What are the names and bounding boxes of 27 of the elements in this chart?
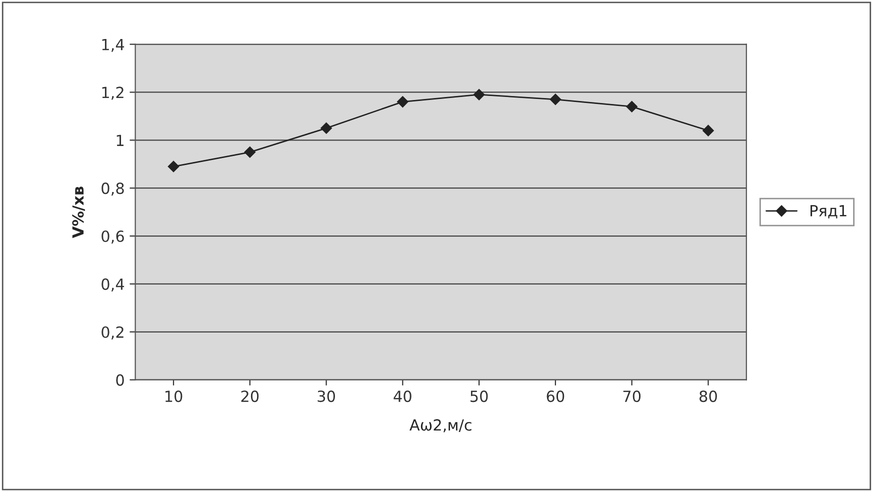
x-tick-label: 30 [318, 390, 335, 402]
point [626, 100, 638, 112]
x-tick-label: 80 [700, 390, 717, 402]
x-tick-label: 20 [241, 390, 259, 402]
point [168, 160, 180, 172]
y-tick-label: 0,8 [102, 182, 124, 196]
y-tick-label: 0,4 [102, 278, 124, 292]
x-axis-title: Aω2,м/с [410, 419, 472, 432]
y-tick-label: 0,2 [102, 326, 124, 340]
y-tick-label: 0 [116, 374, 124, 386]
y-tick-label: 0,6 [102, 230, 124, 244]
y-tick-label: 1,4 [102, 38, 124, 52]
point [244, 146, 256, 158]
x-tick-label: 60 [546, 390, 564, 402]
x-tick-label: 40 [394, 390, 412, 402]
y-tick-label: 1,2 [102, 86, 124, 100]
point [702, 124, 714, 136]
x-tick-label: 50 [470, 390, 488, 402]
point [473, 89, 485, 100]
legend-label: Ряд1 [810, 205, 846, 218]
point [397, 96, 408, 108]
y-tick-label: 1 [116, 134, 124, 146]
point [320, 122, 332, 134]
x-tick-label: 70 [623, 390, 641, 402]
x-tick-label: 10 [165, 390, 182, 402]
point [550, 94, 562, 106]
y-axis-title: V%/хв [72, 186, 85, 238]
